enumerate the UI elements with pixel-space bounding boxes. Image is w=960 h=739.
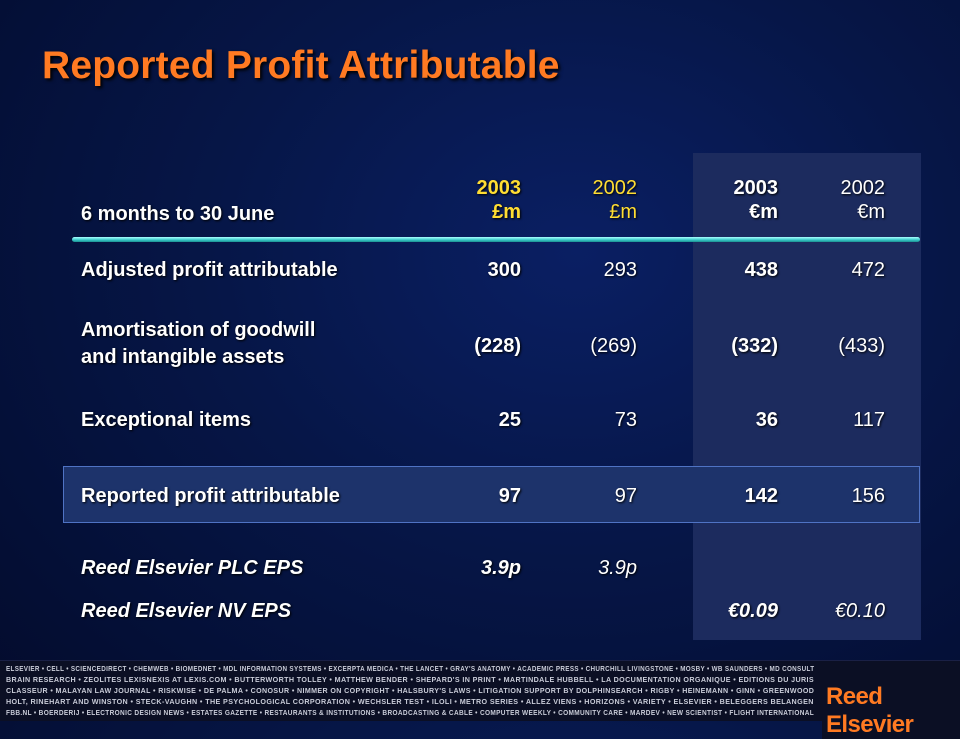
col-unit: £m (492, 201, 521, 223)
cell-value: €0.10 (834, 600, 885, 622)
cell-value: 142 (744, 485, 778, 507)
cell-value: 472 (851, 259, 885, 281)
cell-value: 73 (614, 409, 637, 431)
cell-value: 438 (744, 259, 778, 281)
cell-value: (332) (731, 335, 778, 357)
row-label-line: Amortisation of goodwill (81, 319, 316, 341)
col-unit: €m (749, 201, 778, 223)
cell-value: 3.9p (598, 557, 637, 579)
brands-footer (0, 660, 960, 721)
cell-value: 156 (851, 485, 885, 507)
cell-value: 25 (498, 409, 521, 431)
footer-brands-line: ELSEVIER • CELL • SCIENCEDIRECT • CHEMWE… (6, 664, 815, 673)
cell-value: (269) (590, 335, 637, 357)
cell-value: 97 (498, 485, 521, 507)
cell-value: 36 (755, 409, 778, 431)
col-year: 2003 (733, 177, 779, 199)
col-year: 2002 (840, 177, 886, 199)
col-header-2003-gbp: 2003 £m (401, 176, 522, 224)
page-title: Reported Profit Attributable (42, 44, 560, 87)
row-label-nv-eps: Reed Elsevier NV EPS (81, 600, 292, 622)
cell-value: 300 (487, 259, 521, 281)
header-divider (72, 237, 920, 242)
footer-brands-line: FBB.NL • BOERDERIJ • ELECTRONIC DESIGN N… (6, 708, 815, 717)
cell-value: (228) (474, 335, 521, 357)
cell-value: 3.9p (480, 557, 521, 579)
row-label-reported: Reported profit attributable (81, 485, 340, 507)
row-label-adjusted: Adjusted profit attributable (81, 259, 338, 281)
row-label-exceptional: Exceptional items (81, 409, 252, 431)
row-label-plc-eps: Reed Elsevier PLC EPS (81, 557, 304, 579)
col-unit: €m (857, 201, 885, 223)
footer-brands-line: HOLT, RINEHART AND WINSTON • STECK-VAUGH… (6, 697, 814, 706)
cell-value: 97 (614, 485, 637, 507)
cell-value: 117 (853, 409, 885, 431)
col-header-2002-eur: 2002 €m (765, 176, 886, 224)
footer-brands-line: BRAIN RESEARCH • ZEOLITES LEXISNEXIS AT … (6, 675, 815, 684)
cell-value: €0.09 (727, 600, 778, 622)
col-year: 2003 (476, 177, 522, 199)
col-unit: £m (609, 201, 637, 223)
reported-profit-highlight (63, 466, 920, 523)
row-label-amortisation: Amortisation of goodwill and intangible … (81, 317, 315, 371)
col-year: 2002 (592, 177, 638, 199)
reed-elsevier-logo: Reed Elsevier (822, 683, 960, 739)
footer-brands-line: CLASSEUR • MALAYAN LAW JOURNAL • RISKWIS… (6, 686, 815, 695)
cell-value: (433) (838, 335, 885, 357)
col-header-2003-eur: 2003 €m (658, 176, 779, 224)
euro-columns-panel (693, 153, 921, 640)
col-header-2002-gbp: 2002 £m (517, 176, 638, 224)
period-label: 6 months to 30 June (81, 203, 275, 225)
cell-value: 293 (603, 259, 637, 281)
row-label-line: and intangible assets (81, 346, 285, 368)
